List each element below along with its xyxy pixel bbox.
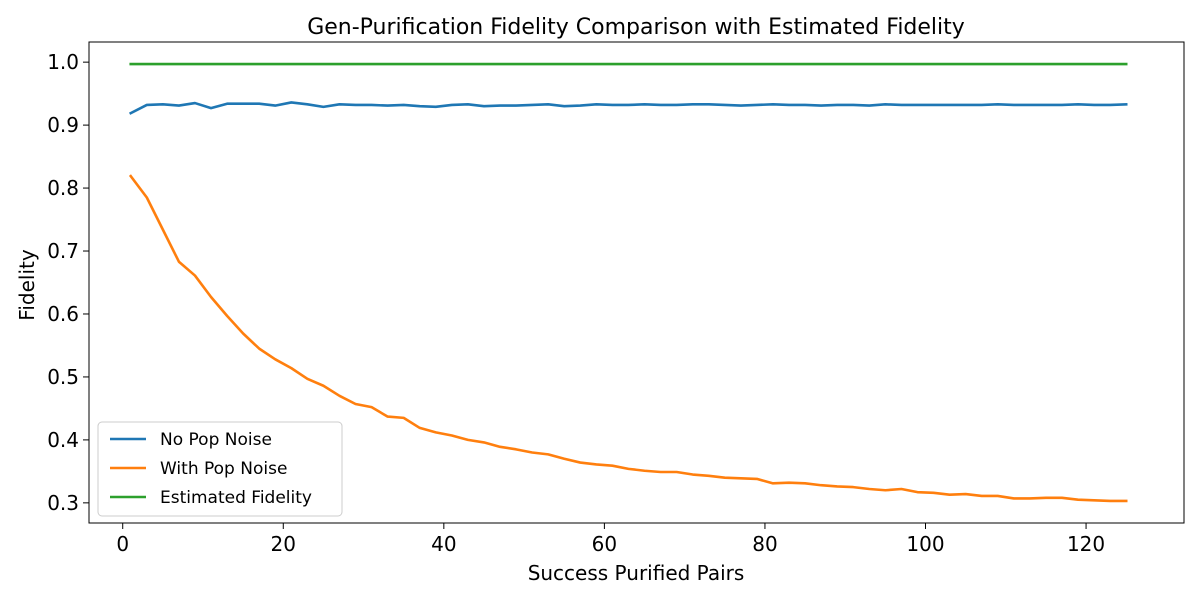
y-tick-label: 0.5 — [47, 365, 79, 389]
y-tick-label: 0.6 — [47, 302, 79, 326]
x-tick-label: 40 — [431, 532, 456, 556]
legend-label-0: No Pop Noise — [160, 430, 272, 450]
x-tick-label: 60 — [592, 532, 617, 556]
chart-title: Gen-Purification Fidelity Comparison wit… — [307, 15, 965, 40]
legend: No Pop Noise With Pop Noise Estimated Fide… — [97, 421, 343, 517]
axes: 0 20 40 60 80 100 120 0.3 0.4 0.5 0.6 0.7 0.8 0.9 1.0 — [47, 41, 1185, 556]
y-tick-label: 0.8 — [47, 176, 79, 200]
x-tick-label: 100 — [906, 532, 944, 556]
y-tick-label: 1.0 — [47, 50, 79, 74]
legend-label-1: With Pop Noise — [160, 459, 287, 479]
axes-frame — [88, 41, 1185, 524]
y-tick-label: 0.3 — [47, 491, 79, 515]
plot-area — [128, 62, 1128, 503]
x-tick-label: 120 — [1067, 532, 1105, 556]
y-tick-label: 0.7 — [47, 239, 79, 263]
x-tick-label: 0 — [116, 532, 129, 556]
legend-label-2: Estimated Fidelity — [160, 488, 312, 508]
y-tick-label: 0.4 — [47, 428, 79, 452]
x-axis-label: Success Purified Pairs — [528, 561, 745, 585]
x-tick-label: 80 — [752, 532, 777, 556]
y-axis-label: Fidelity — [15, 249, 39, 321]
legend-box — [97, 421, 343, 517]
series-line-0 — [128, 101, 1128, 115]
series-line-1 — [128, 174, 1128, 503]
x-tick-label: 20 — [271, 532, 296, 556]
y-tick-label: 0.9 — [47, 113, 79, 137]
